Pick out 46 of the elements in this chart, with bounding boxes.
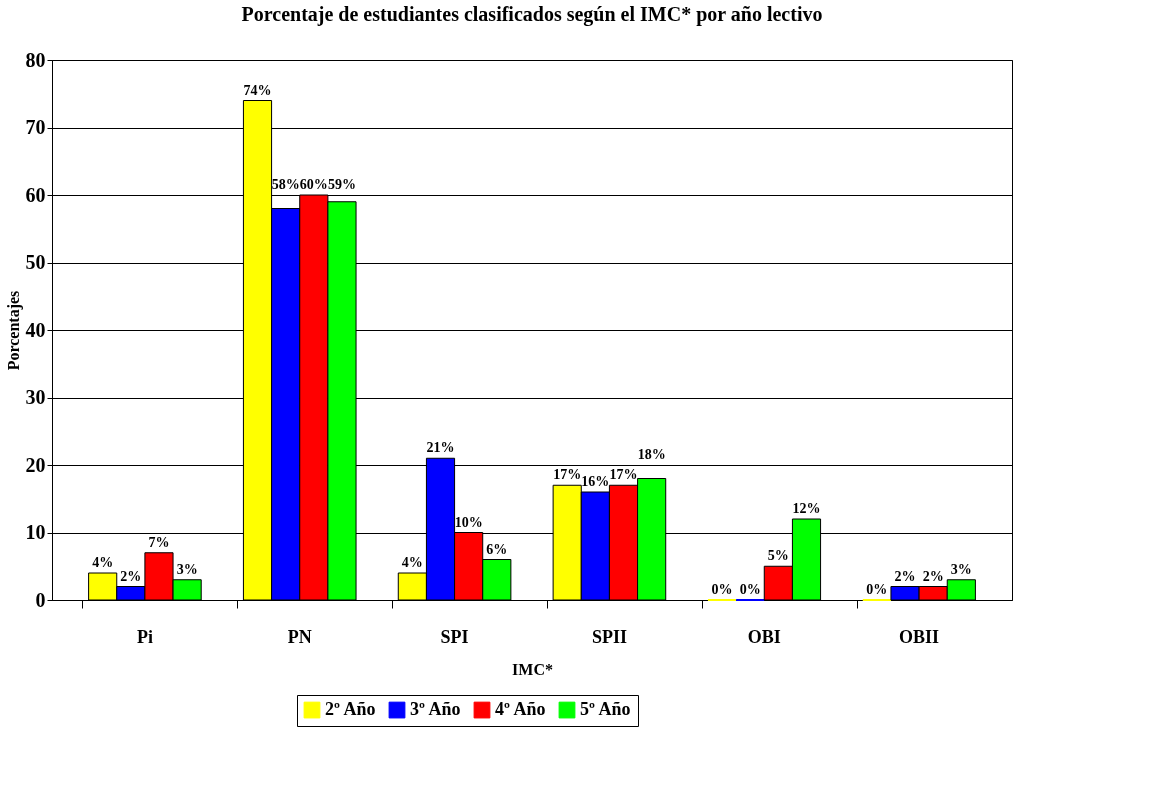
y-tick-label: 20 <box>25 453 46 476</box>
data-label: 12% <box>792 501 821 516</box>
x-tick-label: SPI <box>440 626 469 647</box>
x-tick-label: OBI <box>747 626 781 647</box>
legend-label: 2º Año <box>325 699 376 720</box>
data-label: 4% <box>92 555 114 570</box>
data-label: 17% <box>609 467 638 483</box>
y-tick-label: 10 <box>25 521 46 543</box>
data-label: 59% <box>327 177 356 192</box>
x-tick-label: OBII <box>899 626 940 647</box>
legend-label: 5º Año <box>580 699 631 720</box>
legend-label: 4º Año <box>495 699 546 720</box>
data-label: 2% <box>922 568 944 584</box>
x-tick-label: PN <box>287 626 312 647</box>
y-tick-label: 0 <box>35 588 46 611</box>
y-tick-label: 70 <box>25 116 46 138</box>
data-label: 3% <box>176 561 198 577</box>
y-axis-title: Porcentajes <box>4 290 23 371</box>
data-label: 4% <box>401 555 423 570</box>
data-label: 0% <box>866 582 888 597</box>
data-label: 58% <box>271 177 300 192</box>
data-label: 2% <box>120 568 142 584</box>
data-label: 16% <box>581 474 610 489</box>
data-label: 74% <box>243 82 272 98</box>
chart-title: Porcentaje de estudiantes clasificados según el IMC* por año lectivo <box>241 3 823 26</box>
legend-label: 3º Año <box>410 699 461 720</box>
y-tick-label: 80 <box>25 48 46 71</box>
y-tick-label: 30 <box>25 386 46 408</box>
data-label: 7% <box>148 534 170 550</box>
x-tick-label: SPII <box>591 626 627 647</box>
data-label: 5% <box>767 548 789 564</box>
data-label: 60% <box>299 177 328 192</box>
x-tick-label: Pi <box>136 626 153 647</box>
x-axis-title: IMC* <box>512 660 553 678</box>
data-label: 21% <box>426 440 455 456</box>
data-label: 17% <box>553 467 582 483</box>
y-tick-label: 50 <box>25 251 46 273</box>
data-label: 0% <box>739 582 761 597</box>
data-label: 18% <box>637 447 666 462</box>
data-label: 6% <box>486 541 508 557</box>
data-label: 10% <box>454 514 483 530</box>
data-label: 2% <box>894 568 916 584</box>
y-tick-label: 40 <box>25 318 46 341</box>
data-label: 0% <box>711 582 733 597</box>
y-tick-label: 60 <box>25 183 46 206</box>
data-label: 3% <box>950 561 972 577</box>
